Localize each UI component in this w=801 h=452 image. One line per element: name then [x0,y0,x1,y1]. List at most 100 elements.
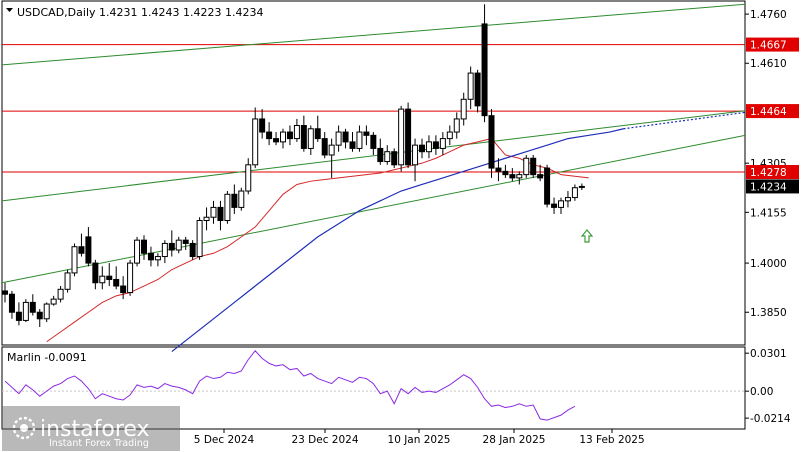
candle [168,230,175,257]
candle [412,138,419,182]
candle-body [217,206,224,222]
candle-body [231,193,238,208]
candle [544,164,551,208]
candle-body [370,134,377,149]
candle [314,115,321,142]
candle-body [154,256,161,261]
candle-body [412,144,419,166]
instaforex-logo: instaforex Instant Forex Trading [2,406,180,451]
candle-body [22,301,29,321]
x-tick-label: 10 Jan 2025 [388,434,451,446]
candle [328,138,335,178]
candle [384,145,391,165]
candle-body [252,118,259,166]
y-tick-label: 1.4610 [750,58,787,70]
candle [467,66,474,110]
level-price-label: 1.4464 [750,106,787,118]
candle-body [474,72,481,107]
candle-body [238,190,245,208]
y-tick-label: 1.4155 [750,207,787,219]
candle [391,148,398,169]
candle-body [544,167,551,205]
x-tick-label: 23 Dec 2024 [291,434,358,446]
candle [523,154,530,178]
candle [551,197,558,214]
osc-y-tick-label: 0.0301 [750,348,787,360]
candle-body [50,298,57,305]
x-tick-label: 5 Dec 2024 [194,434,255,446]
current-price-label: 1.4234 [750,181,787,193]
candle-body [432,141,439,149]
candle-body [78,246,85,254]
candle-body [523,157,530,176]
candle [335,125,342,152]
level-price-box [746,104,799,119]
candle-body [71,246,78,274]
candle [15,302,22,326]
level-price-label: 1.4278 [750,167,787,179]
candle [571,184,578,201]
candle-body [106,275,113,280]
candle [85,227,92,267]
candle-body [286,131,293,140]
candle-body [419,144,425,153]
candle [432,135,439,155]
candle [481,4,488,123]
candle [363,125,370,146]
candle [307,125,314,155]
candle [300,115,307,152]
candle-body [99,275,106,284]
candle [29,294,36,316]
y-tick-label: 1.4000 [750,258,787,270]
candle-body [307,128,314,149]
channel-line-1 [1,3,746,66]
candle-body [551,203,558,208]
candle-body [293,124,300,140]
candle [161,240,168,264]
candle [210,200,217,224]
candle-body [502,170,509,176]
candle-body [210,206,217,218]
candle [113,266,120,290]
candle-body [120,285,127,294]
candle-body [92,262,99,284]
candle [537,164,544,182]
candle [134,236,141,267]
symbol-dropdown-icon[interactable] [6,8,13,12]
candle-body [64,272,71,290]
candle-body [224,193,231,222]
candle [78,233,85,257]
candle-body [530,157,537,176]
candle-body [446,131,453,140]
candle-body [578,185,585,188]
candle [50,295,57,306]
candle-body [134,239,141,264]
candle [231,184,238,214]
candle-body [147,252,154,261]
candle [2,282,8,303]
candle [57,286,64,303]
candle [349,132,356,152]
candle [286,125,293,146]
candle-body [203,216,210,222]
candle [266,122,273,146]
candle [405,102,412,169]
candle-body [8,293,15,313]
candle [280,128,286,149]
candle-body [300,124,307,149]
moving-averages [46,111,746,353]
candle-body [85,236,92,264]
candle-body [398,108,405,166]
candle [92,259,99,290]
candle-body [509,174,516,179]
candle [99,266,106,290]
candle-body [384,151,391,163]
candle-body [168,242,175,251]
candle [425,135,432,159]
logo-brand: instaforex [40,417,150,442]
candle-body [189,242,196,258]
candle-body [266,131,273,140]
candle [245,158,252,195]
candle [203,207,210,231]
